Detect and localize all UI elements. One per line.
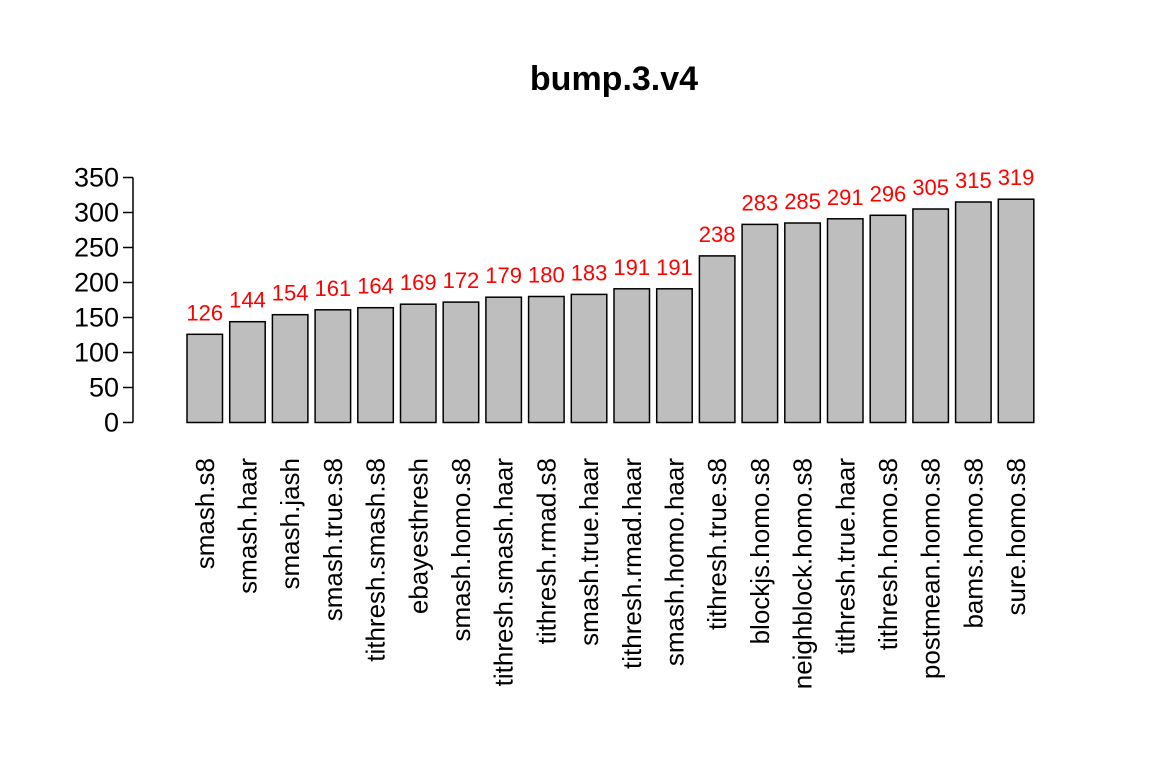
bar-value-label: 296 bbox=[870, 181, 907, 206]
bars bbox=[186, 198, 1035, 424]
bar-value-label: 126 bbox=[186, 300, 223, 325]
x-category-label: tithresh.true.haar bbox=[830, 458, 860, 655]
x-category-label: smash.homo.s8 bbox=[446, 458, 476, 642]
x-category-label: ebayesthresh bbox=[403, 458, 433, 614]
bar-value-label: 154 bbox=[272, 281, 309, 306]
bar-value-label: 285 bbox=[784, 189, 821, 214]
bar bbox=[997, 198, 1035, 424]
x-category-label: bams.homo.s8 bbox=[958, 458, 988, 629]
bar-value-label: 180 bbox=[528, 263, 565, 288]
bar-value-label: 169 bbox=[400, 270, 437, 295]
x-category-label: smash.jash bbox=[275, 458, 305, 590]
bar-value-label: 283 bbox=[741, 190, 778, 215]
bar bbox=[186, 333, 224, 424]
bar bbox=[527, 295, 565, 424]
y-tick-label: 0 bbox=[104, 408, 119, 438]
y-axis: 0 50 100 150 200 250 300 350 bbox=[74, 163, 134, 438]
bar bbox=[698, 255, 736, 424]
bar bbox=[442, 301, 480, 424]
bar bbox=[912, 208, 950, 424]
x-category-label: tithresh.rmad.s8 bbox=[531, 458, 561, 644]
bar-value-label: 191 bbox=[613, 255, 650, 280]
bar-value-label: 172 bbox=[443, 268, 480, 293]
bar-value-label: 183 bbox=[571, 260, 608, 285]
x-category-label: tithresh.smash.haar bbox=[489, 458, 519, 687]
bar-value-label: 179 bbox=[485, 263, 522, 288]
bar-value-label: 305 bbox=[912, 175, 949, 200]
bar bbox=[399, 303, 437, 424]
bar bbox=[741, 223, 779, 424]
bar bbox=[485, 296, 523, 424]
bar bbox=[826, 218, 864, 424]
x-category-label: blockjs.homo.s8 bbox=[745, 458, 775, 644]
bar-value-label: 238 bbox=[699, 222, 736, 247]
bar-value-label: 291 bbox=[827, 185, 864, 210]
y-tick-label: 150 bbox=[74, 303, 119, 333]
bar-value-label: 161 bbox=[314, 276, 351, 301]
category-labels: smash.s8 smash.haar smash.jash smash.true.s… bbox=[190, 458, 1031, 690]
bar bbox=[271, 313, 309, 424]
bar bbox=[570, 293, 608, 424]
bar-value-label: 144 bbox=[229, 288, 266, 313]
y-tick-label: 250 bbox=[74, 233, 119, 263]
bar bbox=[314, 309, 352, 424]
bar-value-label: 164 bbox=[357, 274, 394, 299]
bar-value-label: 319 bbox=[998, 165, 1035, 190]
x-category-label: tithresh.true.s8 bbox=[702, 458, 732, 630]
bar bbox=[784, 222, 822, 424]
x-category-label: smash.s8 bbox=[190, 458, 220, 569]
bar bbox=[357, 306, 395, 424]
y-tick-label: 200 bbox=[74, 268, 119, 298]
bar-value-label: 191 bbox=[656, 255, 693, 280]
x-category-label: tithresh.homo.s8 bbox=[873, 458, 903, 650]
x-category-label: postmean.homo.s8 bbox=[916, 458, 946, 679]
y-tick-label: 50 bbox=[89, 373, 119, 403]
bar bbox=[613, 288, 651, 424]
x-category-label: neighblock.homo.s8 bbox=[788, 458, 818, 689]
bar bbox=[228, 320, 266, 424]
x-category-label: smash.homo.haar bbox=[659, 458, 689, 666]
bar-value-label: 315 bbox=[955, 168, 992, 193]
x-category-label: tithresh.smash.s8 bbox=[361, 458, 391, 662]
y-tick-label: 300 bbox=[74, 198, 119, 228]
y-tick-label: 350 bbox=[74, 163, 119, 193]
x-category-label: smash.haar bbox=[232, 458, 262, 594]
bar bbox=[869, 214, 907, 424]
bar bbox=[954, 201, 992, 424]
x-category-label: sure.homo.s8 bbox=[1001, 458, 1031, 616]
x-category-label: smash.true.s8 bbox=[318, 458, 348, 621]
y-tick-label: 100 bbox=[74, 338, 119, 368]
x-category-label: tithresh.rmad.haar bbox=[617, 458, 647, 669]
x-category-label: smash.true.haar bbox=[574, 458, 604, 646]
bar bbox=[655, 288, 693, 424]
chart-title: bump.3.v4 bbox=[530, 60, 698, 98]
